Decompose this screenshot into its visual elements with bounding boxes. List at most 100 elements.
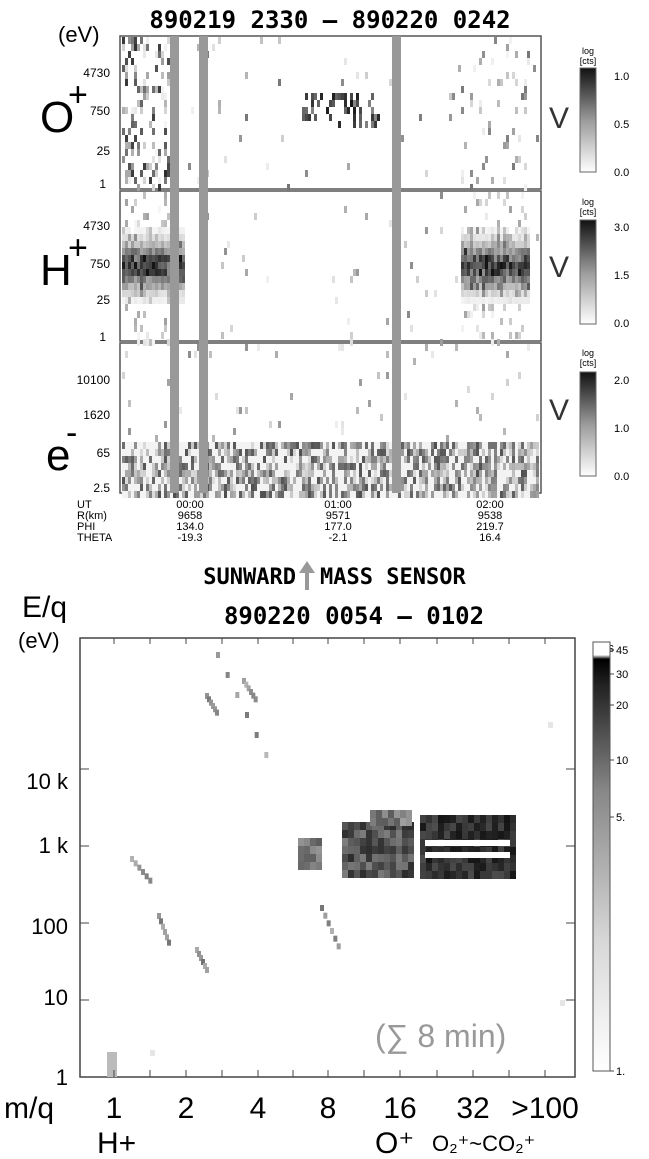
e-pixel [512,491,515,498]
e-pixel [302,477,305,484]
h-pixel [149,255,152,262]
h-pixel [164,241,167,248]
spectrum-pixel [432,863,438,871]
e-pixel [302,442,305,449]
e-pixel [326,449,329,456]
e-pixel [125,456,128,463]
spectrum-pixel [450,847,456,855]
o-pixel [137,142,140,149]
spectrum-pixel [390,846,396,854]
h-pixel [158,283,161,290]
e-pixel [386,442,389,449]
h-pixel [524,276,527,283]
e-pixel [515,463,518,470]
h-pixel [137,290,140,297]
h-pixel [128,262,131,269]
o-pixel [245,114,248,121]
h-pixel [179,262,182,269]
h-pixel [182,227,185,234]
spectrum-pixel [388,818,394,826]
o-pixel [152,86,155,93]
e-pixel [236,407,239,414]
cts-tick-label: 5. [616,812,625,824]
e-pixel [485,477,488,484]
spectrum-pixel [354,838,360,846]
e-pixel [233,491,236,498]
o-pixel [212,44,215,51]
spectrum-pixel [462,831,468,839]
e-pixel [482,463,485,470]
o-pixel [527,58,530,65]
e-pixel [503,470,506,477]
e-pixel [302,484,305,491]
e-pixel [344,449,347,456]
e-pixel [323,456,326,463]
e-pixel [521,463,524,470]
e-pixel [191,477,194,484]
o-pixel [320,93,323,100]
e-pixel [530,442,533,449]
h-pixel [389,220,392,227]
e-pixel [470,456,473,463]
spectrum-pixel [474,847,480,855]
e-pixel [464,442,467,449]
e-pixel [140,470,143,477]
e-pixel [458,477,461,484]
h-pixel [524,241,527,248]
e-pixel [356,442,359,449]
e-pixel [284,456,287,463]
h-pixel [464,255,467,262]
e-pixel [335,421,338,428]
h-pixel [149,276,152,283]
e-pixel [362,463,365,470]
e-pixel [386,372,389,379]
e-pixel [464,456,467,463]
h-pixel [494,283,497,290]
spectrum-pixel [316,862,322,870]
e-pixel [431,351,434,358]
e-pixel [131,484,134,491]
spectrum-pixel [504,815,510,823]
e-pixel [251,449,254,456]
o-pixel [164,142,167,149]
spectrum-pixel [438,855,444,863]
h-pixel [122,283,125,290]
spectrum-pixel [486,871,492,879]
spectrum-pixel [492,847,498,855]
spectrum-pixel [510,839,516,847]
e-pixel [230,477,233,484]
h-pixel [128,241,131,248]
e-pixel [446,470,449,477]
e-pixel [152,442,155,449]
o-pixel [122,65,125,72]
h-pixel [518,220,521,227]
o-pixel [479,100,482,107]
e-pixel [476,456,479,463]
e-pixel [335,491,338,498]
e-pixel [125,477,128,484]
o-pixel [476,177,479,184]
o-pixel [164,100,167,107]
h-pixel [137,283,140,290]
h-pixel [179,255,182,262]
h-pixel [494,269,497,276]
e-pixel [500,477,503,484]
e-pixel [353,477,356,484]
e-pixel [218,456,221,463]
o-pixel [143,79,146,86]
h-pixel [497,255,500,262]
e-pixel [530,491,533,498]
h-pixel [509,241,512,248]
e-pixel [146,477,149,484]
e-pixel [152,470,155,477]
spectrum-pixel [205,967,209,973]
o-pixel [338,121,341,128]
h-pixel [164,227,167,234]
e-pixel [143,477,146,484]
orbit-label: PHI [77,521,95,533]
e-pixel [212,491,215,498]
e-pixel [338,456,341,463]
e-pixel [458,491,461,498]
e-pixel [332,463,335,470]
e-pixel [449,484,452,491]
